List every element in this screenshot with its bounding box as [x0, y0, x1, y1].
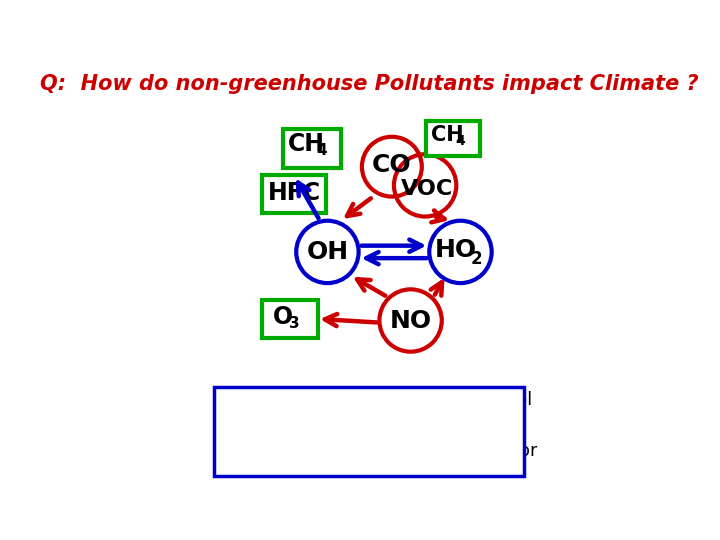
Text: 4: 4 — [317, 143, 328, 158]
FancyBboxPatch shape — [283, 129, 341, 167]
FancyBboxPatch shape — [215, 388, 523, 476]
Text: CH: CH — [431, 125, 464, 145]
Text: HFC: HFC — [268, 181, 320, 205]
Text: VOC: VOC — [401, 179, 454, 199]
Text: is the sink for: is the sink for — [267, 442, 391, 460]
Text: CO: CO — [372, 153, 412, 177]
Text: CH: CH — [441, 390, 468, 409]
Text: 2: 2 — [470, 251, 482, 268]
Text: X: X — [326, 397, 336, 410]
Text: ; the source for: ; the source for — [405, 442, 543, 460]
Text: O: O — [272, 305, 292, 329]
Text: 4: 4 — [361, 448, 370, 461]
Text: CH: CH — [346, 442, 374, 460]
Text: 3: 3 — [289, 316, 300, 331]
Text: (=NO+NO: (=NO+NO — [337, 390, 432, 409]
Text: control: control — [466, 390, 532, 409]
Text: HO: HO — [434, 238, 477, 262]
Text: Q:  How do non-greenhouse Pollutants impact Climate ?: Q: How do non-greenhouse Pollutants impa… — [40, 73, 698, 93]
FancyBboxPatch shape — [262, 300, 318, 338]
FancyBboxPatch shape — [426, 120, 480, 156]
Text: OH: OH — [306, 240, 348, 264]
Text: 4: 4 — [456, 134, 465, 149]
Text: 3: 3 — [490, 448, 499, 461]
Text: ), &: ), & — [414, 390, 451, 409]
FancyBboxPatch shape — [262, 175, 326, 213]
Text: O: O — [478, 442, 492, 460]
Text: CO, VOC, NO: CO, VOC, NO — [225, 390, 348, 409]
Text: 2: 2 — [408, 397, 415, 410]
Text: CH: CH — [288, 132, 325, 156]
Text: Tropospheric Chemistry: Tropospheric Chemistry — [238, 414, 500, 433]
Text: NO: NO — [390, 308, 432, 333]
Text: 4: 4 — [459, 397, 469, 410]
Text: & HFCs: & HFCs — [367, 442, 444, 460]
